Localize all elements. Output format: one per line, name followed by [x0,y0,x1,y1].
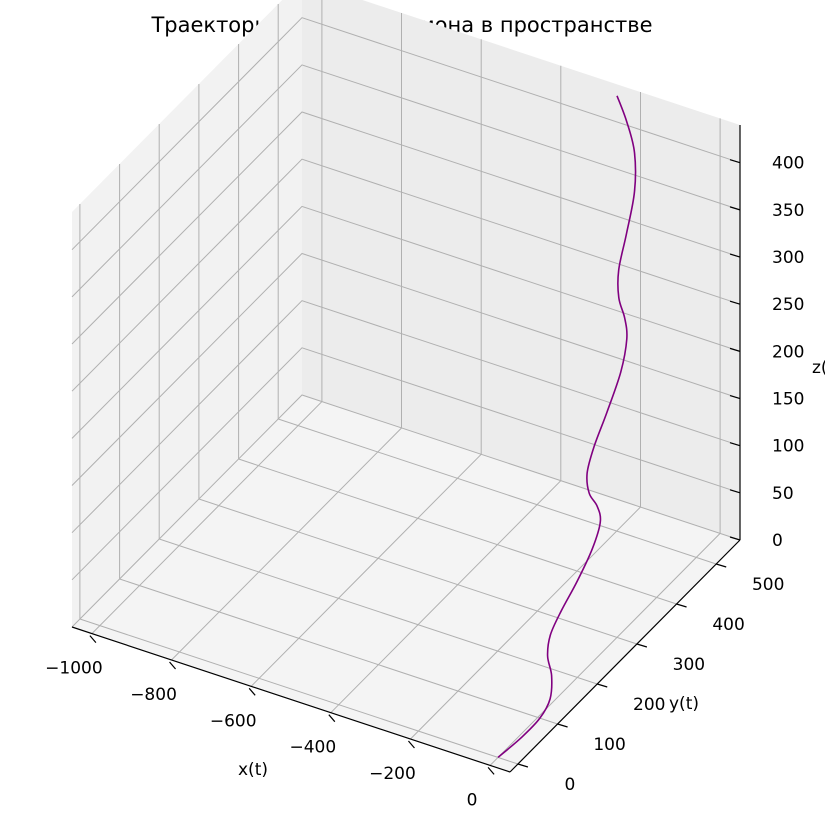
pane-floor [72,395,740,772]
x-tick [407,740,415,749]
grid-line-z [71,394,741,628]
series-group [497,95,637,759]
x-tick-label: −800 [130,685,177,705]
z-tick [729,300,741,305]
z-tick [729,489,741,494]
z-tick-label: 250 [772,295,804,315]
y-tick [716,563,727,568]
z-axis-label: z(t) [812,358,825,378]
x-tick-label: −400 [289,738,336,758]
grid-line-z [71,205,741,439]
y-tick-label: 500 [752,575,784,595]
z-tick [729,347,741,352]
tick-marks: −1000 −800 −600 −400 −200 0 0 100 200 300 400 500 0 5… [45,154,804,811]
y-tick-label: 300 [673,655,705,675]
z-tick-label: 200 [772,342,804,362]
z-tick-label: 350 [772,201,804,221]
z-tick [729,536,741,541]
z-tick [729,159,741,164]
x-tick-label: −600 [210,711,257,731]
y-tick-label: 100 [593,735,625,755]
y-tick-label: 400 [712,615,744,635]
x-tick [169,661,177,670]
y-tick-label: 0 [565,775,576,795]
y-tick [557,723,568,728]
z-tick [729,253,741,258]
y-tick [636,643,648,648]
x-tick [328,714,336,723]
y-tick [597,683,608,688]
trajectory-line [497,95,637,759]
z-tick-label: 300 [772,248,804,268]
grid-line-z [71,300,741,534]
z-tick-label: 50 [772,484,794,504]
x-tick [487,767,495,775]
z-tick [729,442,741,447]
grid-lines [71,0,741,766]
x-tick [89,635,97,643]
pane-left [72,0,302,627]
x-tick-label: −200 [369,764,416,784]
y-tick-label: 200 [633,695,665,715]
x-axis-line [71,626,511,773]
axis-panes [72,0,740,772]
grid-line-z [71,64,741,298]
grid-line-z [71,111,741,345]
z-tick-label: 400 [772,154,804,174]
z-tick [729,206,741,211]
x-tick-label: 0 [467,790,478,810]
x-axis-label: x(t) [238,760,268,780]
y-axis-line [509,539,741,773]
x-tick-label: −1000 [45,659,103,679]
z-tick-label: 150 [772,390,804,410]
grid-line-z [71,17,741,251]
axis-lines [71,125,741,773]
grid-line-z [71,252,741,486]
y-axis-label: y(t) [669,694,699,714]
z-tick-label: 0 [772,531,783,551]
y-tick [517,763,529,768]
y-tick [676,603,687,608]
z-tick [729,394,741,400]
x-tick [248,687,256,696]
z-tick-label: 100 [772,437,804,457]
grid-line-z [71,158,741,392]
